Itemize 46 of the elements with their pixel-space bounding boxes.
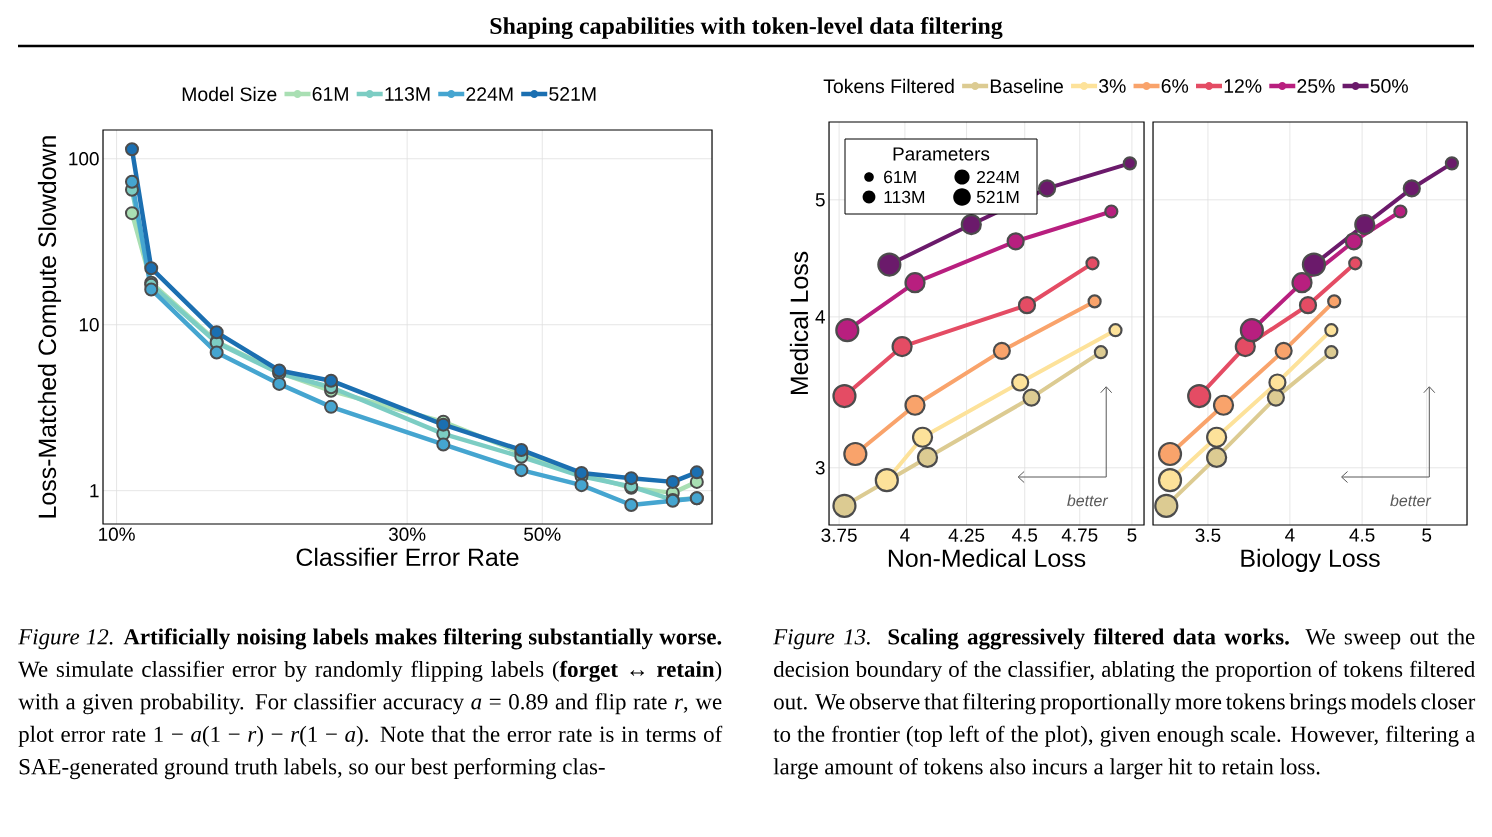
y-tick-label: 10: [79, 318, 99, 332]
x-tick-label: 4.5: [1349, 528, 1375, 542]
annotation: 521M: [976, 190, 1019, 204]
x-axis-title: Non-Medical Loss: [888, 548, 1086, 568]
x-tick-label: 3.75: [821, 528, 857, 542]
legend-title: Model Size: [182, 86, 277, 102]
text: Figure 12. Artificially noising labels makes filtering substantially worse. We simulate classifier error by randomly flipping labels (forget ↔ retain) with a given probability. For classifier accuracy a = 0.89 and flip rate r, we plot error rate 1 − a(1 − r) − r(1 − a). Note that the error rate is in terms of SAE-generated ground truth labels, so our best performing clas-: [18, 628, 723, 780]
legend-label: 113M: [385, 87, 430, 101]
y-tick-label: 5: [815, 193, 825, 207]
x-axis-title: Classifier Error Rate: [296, 547, 519, 567]
legend-label: 50%: [1370, 79, 1408, 93]
legend-label: 3%: [1098, 79, 1126, 93]
x-tick-label: 5: [1127, 528, 1137, 542]
y-axis-title: Medical Loss: [789, 251, 809, 395]
legend-title: Tokens Filtered: [823, 78, 954, 94]
annotation: better: [1067, 494, 1109, 507]
annotation: 224M: [977, 170, 1019, 184]
x-axis-title: Biology Loss: [1241, 548, 1380, 572]
annotation: Parameters: [893, 147, 990, 161]
y-axis-title: Loss-Matched Compute Slowdown: [37, 136, 62, 518]
x-tick-label: 4.5: [1011, 528, 1038, 542]
legend-label: 6%: [1161, 79, 1189, 93]
y-tick-label: 1: [90, 484, 99, 498]
chart-title: Shaping capabilities with token-level data filtering: [490, 16, 1003, 40]
x-tick-label: 4.25: [948, 528, 985, 542]
x-tick-label: 10%: [99, 527, 135, 541]
legend-label: 521M: [549, 87, 596, 101]
legend-label: 12%: [1224, 79, 1262, 93]
legend-label: Baseline: [990, 78, 1063, 94]
annotation: 113M: [884, 190, 925, 204]
y-tick-label: 3: [815, 461, 825, 475]
legend-label: 25%: [1297, 79, 1335, 93]
x-tick-label: 4: [900, 528, 910, 542]
x-tick-label: 5: [1422, 528, 1432, 542]
annotation: better: [1390, 494, 1432, 507]
annotation: 61M: [884, 170, 916, 184]
y-tick-label: 4: [815, 310, 825, 324]
x-tick-label: 3.5: [1195, 528, 1221, 542]
text: Figure 13. Scaling aggressively filtered data works. We sweep out the decision boundary of the classifier, ablating the proportion of tokens filtered out. We observe that filtering proportionally more tokens brings models closer to the frontier (top left of the plot), given enough scale. However, filtering a large amount of tokens also incurs a larger hit to retain loss.: [773, 628, 1476, 780]
y-tick-label: 100: [69, 152, 99, 166]
x-tick-label: 4.75: [1061, 528, 1098, 542]
legend-label: 224M: [466, 87, 513, 101]
x-tick-label: 4: [1285, 528, 1295, 542]
x-tick-label: 30%: [388, 527, 426, 541]
legend-label: 61M: [312, 87, 348, 101]
x-tick-label: 50%: [524, 527, 561, 541]
